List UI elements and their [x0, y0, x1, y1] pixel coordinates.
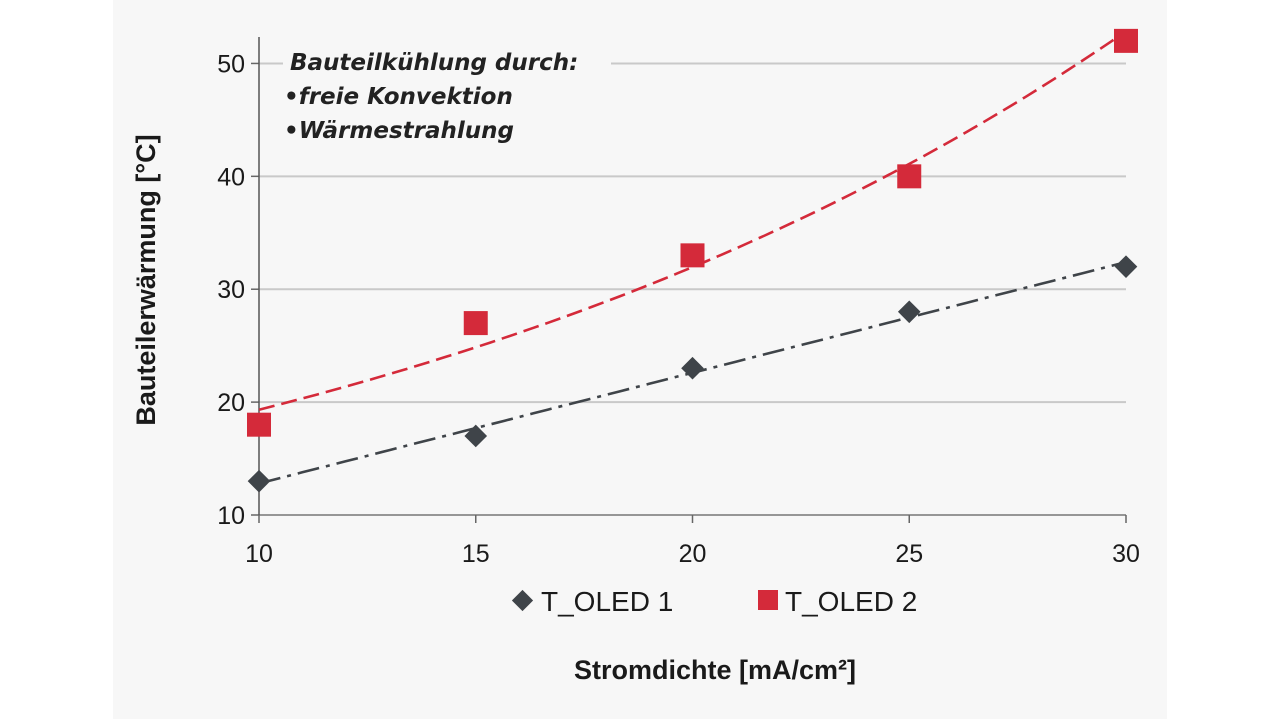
trendline-series-2 [258, 30, 1127, 411]
chart-panel: 10 20 30 40 50 10 15 20 25 30 Bauteilerwärmung [… [113, 0, 1167, 719]
legend-label-t-oled-1: T_OLED 1 [541, 586, 673, 617]
annotation-title: Bauteilkühlung durch: [290, 50, 578, 76]
y-tick-label: 20 [217, 389, 245, 417]
data-point-t-oled-1 [681, 356, 704, 380]
x-tick-label: 30 [1112, 540, 1140, 568]
annotation-item-2: •Wärmestrahlung [284, 118, 514, 144]
x-tick-label: 20 [679, 540, 707, 568]
data-point-t-oled-1 [247, 469, 271, 493]
chart: 10 20 30 40 50 10 15 20 25 30 Bauteilerwärmung [… [131, 28, 1140, 685]
annotation-box: Bauteilkühlung durch: •freie Konvektion … [283, 40, 611, 150]
y-tick-labels: 10 20 30 40 50 [217, 50, 245, 530]
data-point-t-oled-1 [464, 424, 488, 448]
y-tick-label: 30 [217, 276, 245, 304]
legend-item-t-oled-2: T_OLED 2 [758, 586, 917, 617]
gridlines [251, 62, 1127, 523]
data-point-t-oled-2 [247, 412, 271, 437]
x-tick-label: 15 [462, 540, 490, 568]
x-tick-label: 10 [245, 540, 273, 568]
y-tick-label: 40 [217, 163, 245, 191]
data-point-t-oled-2 [1114, 28, 1138, 53]
x-tick-labels: 10 15 20 25 30 [245, 540, 1140, 568]
y-axis-title: Bauteilerwärmung [°C] [131, 134, 161, 425]
x-axis-title: Stromdichte [mA/cm²] [574, 655, 856, 685]
legend-label-t-oled-2: T_OLED 2 [785, 586, 917, 617]
data-point-t-oled-2 [680, 243, 705, 268]
x-tick-label: 25 [895, 540, 923, 568]
annotation-background [283, 40, 611, 150]
legend: T_OLED 1 T_OLED 2 [511, 586, 917, 617]
legend-marker-diamond [511, 589, 534, 612]
data-point-t-oled-2 [897, 164, 922, 189]
y-tick-label: 10 [217, 502, 245, 530]
data-point-t-oled-1 [897, 300, 921, 324]
legend-marker-square [758, 590, 778, 610]
y-tick-label: 50 [217, 50, 245, 78]
data-point-t-oled-2 [463, 311, 488, 336]
annotation-item-1: •freie Konvektion [284, 84, 513, 110]
data-point-t-oled-1 [1114, 255, 1138, 278]
legend-item-t-oled-1: T_OLED 1 [511, 586, 673, 617]
